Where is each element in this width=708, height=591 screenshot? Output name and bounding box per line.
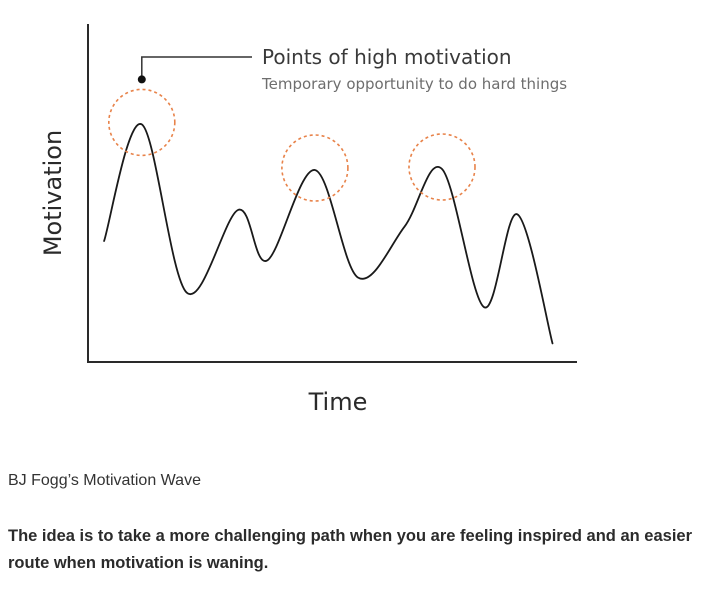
figure-caption: BJ Fogg’s Motivation Wave [8, 472, 201, 489]
annotation-dot [137, 75, 146, 84]
annotation-subtitle: Temporary opportunity to do hard things [261, 75, 567, 93]
annotation-title: Points of high motivation [262, 45, 512, 69]
motivation-wave-line [103, 123, 554, 345]
body-paragraph: The idea is to take a more challenging p… [8, 527, 693, 572]
motivation-wave-chart: Points of high motivation Temporary oppo… [39, 24, 577, 416]
peak-highlight-circle [108, 88, 176, 157]
peak-highlight-group [108, 88, 476, 202]
y-axis-label: Motivation [39, 130, 67, 256]
peak-highlight-circle [408, 133, 476, 201]
x-axis-label: Time [308, 388, 368, 416]
annotation-leader-line [141, 56, 252, 80]
peak-highlight-circle [281, 134, 349, 202]
